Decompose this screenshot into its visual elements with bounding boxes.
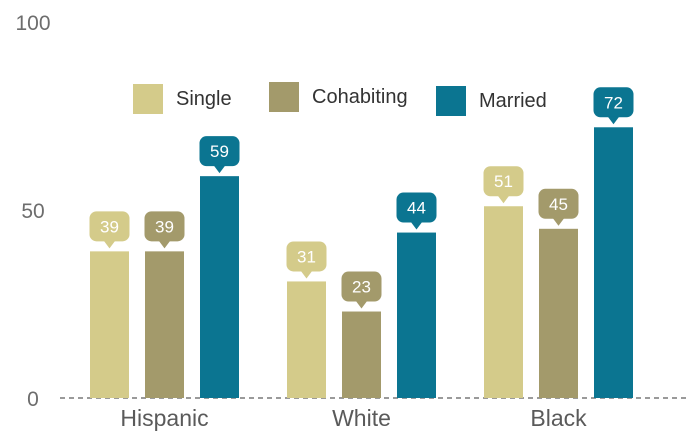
value-callout-pointer <box>355 300 368 309</box>
value-label: 51 <box>494 172 513 191</box>
bar-single-black <box>484 206 523 398</box>
bar-cohabiting-white <box>342 311 381 398</box>
value-callout-pointer <box>497 195 510 204</box>
value-callout <box>341 271 382 302</box>
value-callout <box>483 166 524 197</box>
y-tick-label: 100 <box>15 12 50 35</box>
value-callout <box>538 188 579 219</box>
bar-single-hispanic <box>90 251 129 398</box>
legend: Single Cohabiting Married <box>133 82 547 116</box>
value-label: 39 <box>100 217 119 236</box>
value-label: 72 <box>604 93 623 112</box>
value-label: 31 <box>297 247 316 266</box>
x-axis-categories: Hispanic White Black <box>120 405 587 431</box>
value-callout-pointer <box>158 240 171 249</box>
bar-cohabiting-hispanic <box>145 251 184 398</box>
value-label: 45 <box>549 195 568 214</box>
value-label: 23 <box>352 278 371 297</box>
bar-married-hispanic <box>200 176 239 398</box>
y-tick-label: 50 <box>21 200 44 223</box>
value-callout-pointer <box>103 240 116 249</box>
value-callout-pointer <box>213 165 226 174</box>
value-callout <box>199 136 240 167</box>
x-category-label: White <box>332 405 391 431</box>
legend-swatch-married <box>436 86 466 116</box>
value-callout-pointer <box>410 221 423 230</box>
bar-married-black <box>594 127 633 398</box>
value-callout-pointer <box>552 217 565 226</box>
value-callout-pointer <box>300 270 313 279</box>
legend-swatch-cohabiting <box>269 82 299 112</box>
value-callout <box>89 211 130 242</box>
x-category-label: Hispanic <box>120 405 208 431</box>
legend-label: Cohabiting <box>312 86 408 108</box>
value-callout-pointer <box>607 116 620 125</box>
value-callout <box>144 211 185 242</box>
legend-label: Married <box>479 90 547 112</box>
bar-single-white <box>287 281 326 398</box>
bar-married-white <box>397 232 436 398</box>
value-callout <box>396 192 437 223</box>
y-axis-ticks: 0 50 100 <box>15 12 50 411</box>
y-tick-label: 0 <box>27 388 39 411</box>
legend-swatch-single <box>133 84 163 114</box>
x-category-label: Black <box>530 405 587 431</box>
bar-cohabiting-black <box>539 228 578 398</box>
legend-label: Single <box>176 88 232 110</box>
value-callout <box>286 241 327 272</box>
bars-group: 39 39 59 31 23 44 51 45 72 <box>89 87 634 398</box>
value-label: 39 <box>155 217 174 236</box>
value-callout <box>593 87 634 118</box>
value-label: 59 <box>210 142 229 161</box>
value-label: 44 <box>407 199 426 218</box>
